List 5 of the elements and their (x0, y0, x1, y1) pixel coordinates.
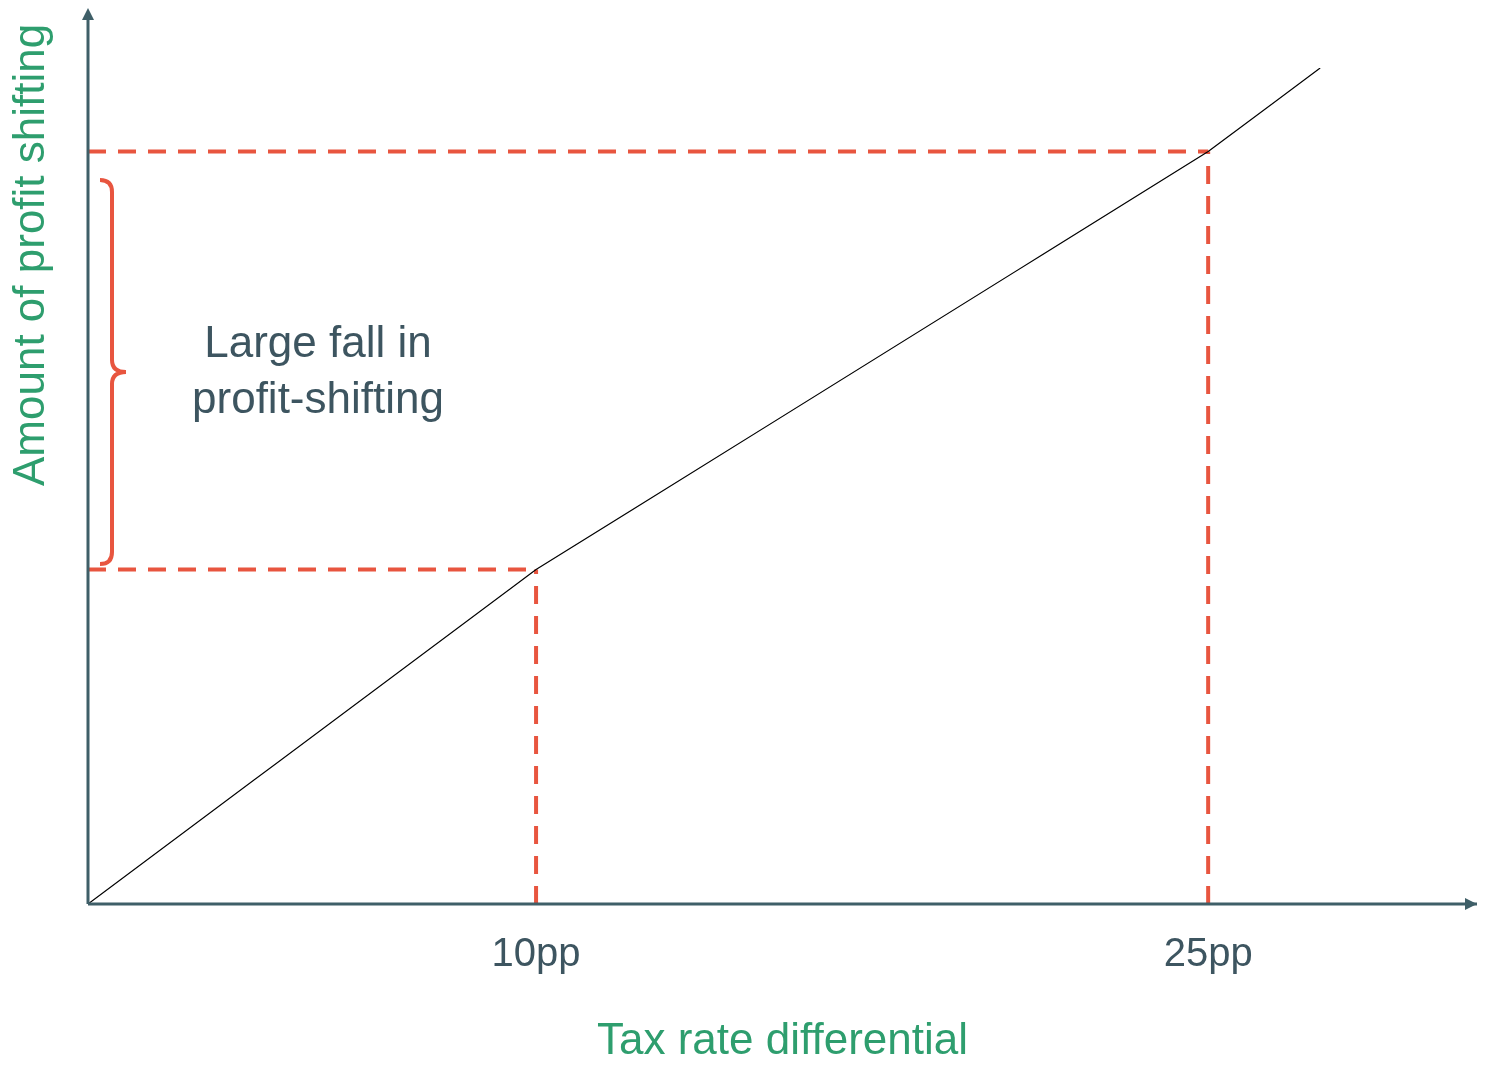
x-tick-label: 10pp (491, 930, 581, 975)
annotation: Large fall in profit-shifting (191, 316, 445, 424)
y-axis-title: Amount of profit shifting (3, 23, 53, 486)
x-axis-title: Tax rate differential (597, 1014, 968, 1063)
x-tick-label: 25pp (1163, 930, 1253, 975)
